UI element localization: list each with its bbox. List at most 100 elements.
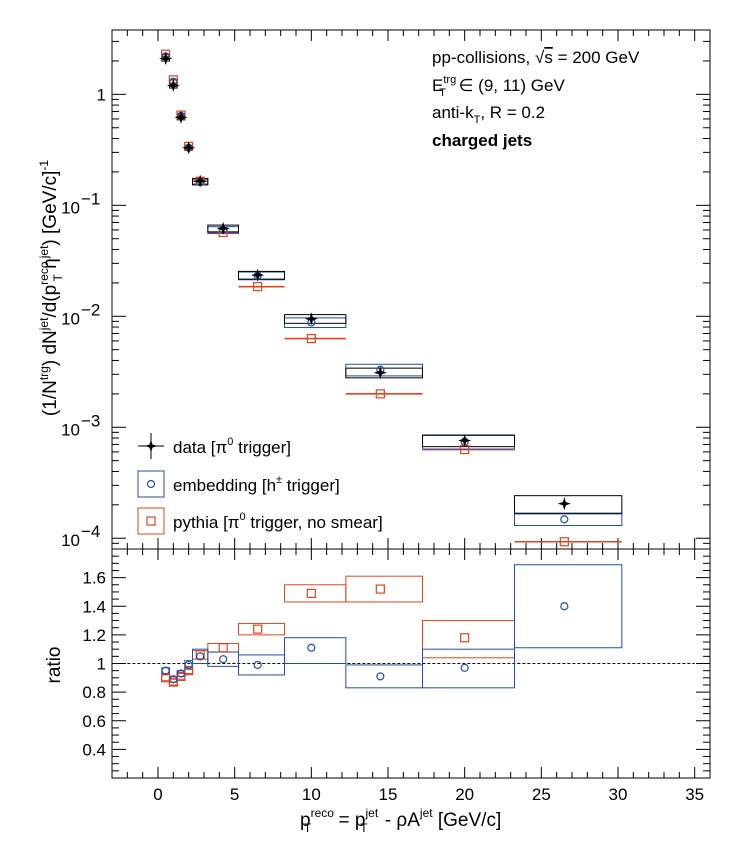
ratio-systematic-box	[345, 575, 424, 603]
ratio-panel: 0.4 0.6 0.8 1 1.2 1.4 1.6 0 5 10 15 20 25 30 35 ratio…	[44, 548, 711, 835]
data-point	[304, 312, 318, 326]
x-tick-label: 35	[685, 785, 704, 804]
y-tick-label: 10	[61, 198, 80, 217]
spectrum-y-tick-labels: 110−110−210−310−4	[61, 85, 106, 550]
y-tick-label: 0.4	[82, 740, 106, 759]
data-point	[166, 79, 180, 93]
data-point	[560, 515, 569, 524]
legend-label-embedding: embedding [h± trigger]	[173, 474, 340, 495]
spectrum-markers	[159, 49, 571, 547]
data-point	[306, 333, 316, 344]
data-point	[458, 434, 472, 447]
ratio-point	[376, 672, 385, 681]
spectrum-panel: 110−110−210−310−4 (1/Ntrg) dNjet/d(preco…	[37, 29, 711, 550]
data-point	[159, 52, 173, 66]
y-tick-label: 10	[61, 420, 80, 439]
data-point	[216, 221, 230, 235]
y-tick-label: 0.8	[82, 683, 106, 702]
y-tick-label: 0.6	[82, 712, 106, 731]
x-tick-label: 15	[379, 785, 398, 804]
legend-embedding-box	[137, 470, 165, 498]
x-tick-label: 25	[532, 785, 551, 804]
y-tick-label: 1.2	[82, 626, 106, 645]
data-point	[174, 110, 188, 124]
annotation-jet-algorithm: anti-kT, R = 0.2	[432, 103, 545, 126]
data-point	[253, 282, 263, 292]
x-tick-label: 5	[230, 785, 239, 804]
ratio-point	[184, 660, 193, 670]
legend-label-data: data [π0 trigger]	[173, 436, 291, 457]
x-tick-label: 0	[153, 785, 162, 804]
ratio-point	[460, 663, 469, 672]
ratio-axis-ticks	[112, 548, 710, 779]
x-axis-title: preco T = pjet T - ρAjet [GeV/c]	[300, 806, 501, 835]
ratio-point	[176, 671, 186, 681]
legend-entry-embedding: embedding [h± trigger]	[137, 470, 340, 498]
legend: data [π0 trigger] embedding [h± trigger]…	[137, 433, 383, 535]
ratio-point	[460, 633, 470, 643]
ratio-point	[218, 643, 228, 653]
y-tick-label-exponent: −2	[81, 300, 100, 319]
y-tick-label: 10	[61, 309, 80, 328]
x-tick-label: 30	[609, 785, 628, 804]
ratio-point	[375, 584, 385, 594]
ratio-point	[253, 660, 262, 670]
spectrum-axis-ticks	[112, 30, 710, 550]
data-point	[559, 537, 569, 547]
data-point	[251, 268, 265, 282]
y-tick-label: 1	[97, 655, 106, 674]
ratio-point	[184, 666, 194, 676]
ratio-point	[253, 624, 263, 634]
ratio-systematic-box	[238, 622, 285, 636]
ratio-point	[169, 675, 178, 684]
legend-label-pythia: pythia [π0 trigger, no smear]	[173, 511, 383, 532]
data-point	[375, 389, 385, 399]
data-point	[373, 366, 387, 380]
data-point	[182, 141, 196, 155]
legend-pythia-box	[137, 507, 165, 535]
data-point	[193, 174, 207, 188]
y-tick-label: 1	[97, 85, 106, 104]
ratio-point	[196, 652, 205, 661]
annotation-jet-type: charged jets	[432, 131, 532, 150]
ratio-markers	[161, 584, 569, 687]
systematic-box	[238, 270, 285, 280]
legend-embedding-circle-marker	[146, 479, 156, 489]
ratio-y-axis-title: ratio	[44, 647, 65, 684]
ratio-point	[560, 602, 569, 611]
legend-entry-pythia: pythia [π0 trigger, no smear]	[137, 507, 383, 535]
annotation-collision-system: pp-collisions, √s = 200 GeV	[432, 48, 640, 67]
annotation-trigger-energy: Etrg T ∈ (9, 11) GeV	[432, 74, 565, 99]
x-tick-label: 20	[455, 785, 474, 804]
legend-data-star-marker	[144, 439, 158, 453]
y-tick-label-exponent: −1	[81, 189, 100, 208]
ratio-point	[195, 650, 205, 660]
spectrum-y-axis-title: (1/Ntrg) dNjet/d(precoT ηjet) [GeV/c]-1	[37, 160, 65, 416]
x-tick-label: 10	[302, 785, 321, 804]
legend-pythia-square-marker	[146, 516, 156, 526]
y-tick-label-exponent: −3	[81, 411, 100, 430]
ratio-point	[219, 655, 228, 664]
ratio-point	[176, 669, 186, 678]
ratio-point	[168, 677, 178, 687]
ratio-y-tick-labels: 0.4 0.6 0.8 1 1.2 1.4 1.6	[82, 569, 106, 760]
ratio-systematic-box	[284, 637, 347, 664]
ratio-x-tick-labels: 0 5 10 15 20 25 30 35	[153, 785, 704, 804]
ratio-systematic-box	[514, 564, 623, 649]
ratio-systematic-box	[238, 654, 285, 676]
annotation-block: pp-collisions, √s = 200 GeV Etrg T ∈ (9, …	[432, 48, 640, 150]
systematic-box	[514, 513, 623, 527]
ratio-systematic-boxes	[161, 564, 623, 689]
y-tick-label: 1.4	[82, 597, 106, 616]
y-tick-label: 1.6	[82, 569, 106, 588]
systematic-box	[345, 367, 424, 379]
y-tick-label: 10	[61, 531, 80, 550]
ratio-point	[306, 588, 316, 598]
legend-entry-data: data [π0 trigger]	[138, 433, 291, 459]
y-tick-label-exponent: −4	[81, 522, 100, 541]
systematic-box	[514, 495, 623, 514]
ratio-point	[307, 643, 316, 652]
ratio-point	[161, 666, 170, 675]
ratio-systematic-box	[422, 648, 515, 689]
